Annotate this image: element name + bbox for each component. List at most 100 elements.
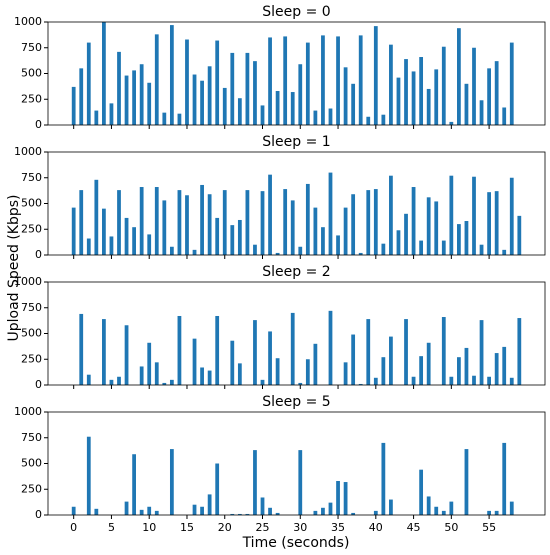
- bar: [230, 225, 235, 255]
- y-tick-label: 750: [21, 301, 42, 314]
- bar: [162, 112, 167, 125]
- bar: [275, 91, 280, 125]
- bar: [358, 35, 363, 125]
- bar: [343, 207, 348, 255]
- y-tick-label: 250: [21, 222, 42, 235]
- bar: [321, 507, 325, 515]
- bar: [321, 227, 325, 255]
- bar: [305, 42, 310, 125]
- y-tick-label: 0: [35, 248, 42, 261]
- bar: [449, 121, 454, 125]
- bar: [494, 510, 499, 515]
- bar: [441, 46, 446, 125]
- bar: [260, 379, 265, 385]
- bar: [328, 108, 333, 125]
- bar: [290, 92, 295, 125]
- bar: [94, 110, 99, 125]
- bar: [441, 317, 446, 385]
- bar: [215, 40, 220, 125]
- x-tick-label: 35: [331, 521, 345, 534]
- bar: [230, 340, 235, 385]
- bar: [237, 219, 242, 255]
- y-tick-label: 0: [35, 508, 42, 521]
- bar: [222, 87, 227, 125]
- bar: [313, 510, 318, 515]
- bar: [502, 107, 507, 125]
- bar: [404, 319, 408, 385]
- bar: [207, 370, 212, 385]
- bar: [366, 116, 371, 125]
- bar: [192, 338, 197, 385]
- x-tick-label: 0: [70, 521, 77, 534]
- bar: [215, 463, 220, 515]
- bar: [290, 312, 295, 385]
- bar: [358, 252, 363, 255]
- bar: [147, 342, 152, 385]
- bar: [260, 191, 265, 255]
- bar: [117, 376, 121, 385]
- bar: [215, 315, 220, 385]
- y-tick-label: 500: [21, 327, 42, 340]
- bar: [472, 176, 476, 255]
- bar: [283, 189, 288, 255]
- bar: [298, 382, 303, 385]
- x-tick-label: 55: [482, 521, 496, 534]
- bar: [502, 249, 507, 255]
- y-tick-label: 250: [21, 482, 42, 495]
- x-tick-label: 15: [180, 521, 194, 534]
- bar: [411, 376, 416, 385]
- bar: [109, 379, 114, 385]
- bar: [464, 347, 469, 385]
- bar: [434, 506, 439, 515]
- bar: [502, 442, 507, 515]
- bar: [321, 35, 325, 125]
- plot-frame: [47, 411, 546, 516]
- bar: [207, 494, 212, 515]
- panel-title: Sleep = 0: [262, 4, 330, 20]
- bar: [434, 69, 439, 125]
- y-axis-label: Upload Speed (Kbps): [6, 194, 22, 341]
- x-tick-label: 20: [218, 521, 232, 534]
- plot-frame: [47, 281, 546, 386]
- bar: [245, 190, 250, 255]
- bar: [517, 215, 522, 255]
- x-tick-label: 5: [108, 521, 115, 534]
- plot-frame: [47, 151, 546, 256]
- panel-title: Sleep = 1: [262, 134, 330, 150]
- bar: [366, 319, 371, 385]
- bar: [426, 197, 431, 255]
- bar: [494, 191, 499, 255]
- bar: [426, 342, 431, 385]
- bar: [389, 44, 393, 125]
- bar: [305, 359, 310, 385]
- bar: [192, 249, 197, 255]
- bar: [275, 358, 280, 385]
- bar: [328, 172, 333, 255]
- bar: [351, 334, 356, 385]
- bar: [389, 175, 393, 255]
- bar: [71, 506, 76, 515]
- bar: [253, 320, 257, 385]
- bar: [86, 42, 91, 125]
- bar: [494, 61, 499, 125]
- bar: [472, 47, 476, 125]
- bar: [479, 100, 484, 125]
- bar: [509, 501, 514, 515]
- bar: [351, 512, 356, 515]
- bar: [328, 310, 333, 385]
- panel-title: Sleep = 5: [262, 394, 330, 410]
- bar: [169, 449, 174, 515]
- bar: [290, 200, 295, 255]
- y-tick-label: 1000: [14, 275, 42, 288]
- bar: [457, 28, 461, 125]
- bar: [268, 331, 272, 385]
- bar: [192, 504, 197, 515]
- bar: [381, 243, 386, 255]
- bar: [185, 39, 189, 126]
- bar: [305, 183, 310, 255]
- bar: [230, 513, 235, 515]
- bar: [351, 83, 356, 125]
- bar: [117, 190, 121, 255]
- bar: [343, 67, 348, 125]
- y-tick-label: 250: [21, 92, 42, 105]
